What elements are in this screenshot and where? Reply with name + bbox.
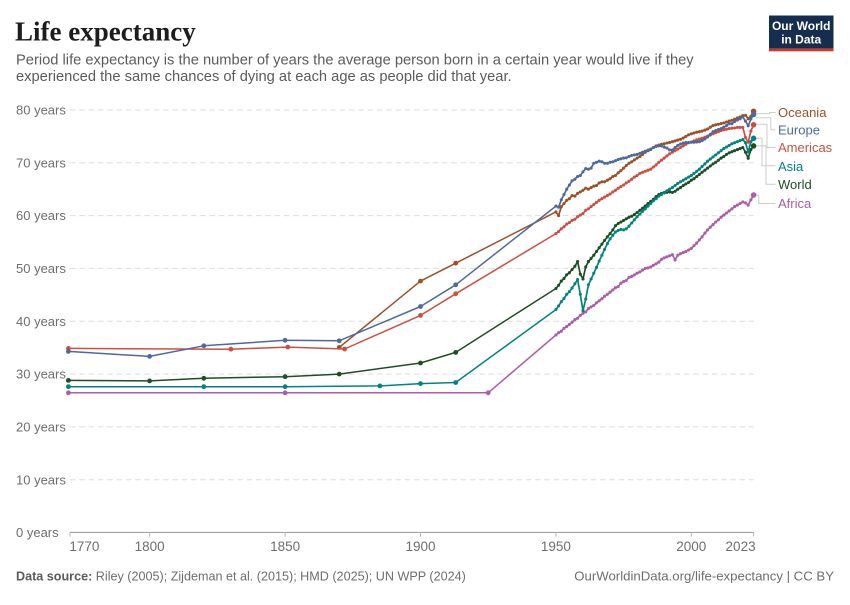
svg-text:1950: 1950 — [541, 539, 571, 554]
svg-text:OurWorldinData.org/life-expect: OurWorldinData.org/life-expectancy | CC … — [574, 569, 834, 584]
svg-text:80 years: 80 years — [16, 103, 66, 118]
svg-text:1770: 1770 — [69, 539, 99, 554]
svg-text:experienced the same chances o: experienced the same chances of dying at… — [16, 69, 512, 85]
svg-text:World: World — [778, 177, 812, 192]
svg-text:Oceania: Oceania — [778, 105, 827, 120]
svg-text:Life expectancy: Life expectancy — [15, 17, 196, 47]
svg-text:10 years: 10 years — [16, 472, 66, 487]
svg-text:60 years: 60 years — [16, 208, 66, 223]
svg-text:1850: 1850 — [270, 539, 300, 554]
svg-text:Period life expectancy is the: Period life expectancy is the number of … — [16, 52, 694, 68]
svg-text:40 years: 40 years — [16, 314, 66, 329]
svg-text:2000: 2000 — [676, 539, 706, 554]
svg-text:2023: 2023 — [726, 539, 756, 554]
svg-text:Africa: Africa — [778, 196, 812, 211]
svg-text:Europe: Europe — [778, 122, 820, 137]
svg-text:0 years: 0 years — [16, 525, 59, 540]
svg-text:Data source: Riley (2005); Zij: Data source: Riley (2005); Zijdeman et a… — [16, 570, 466, 584]
svg-text:1900: 1900 — [405, 539, 435, 554]
svg-text:in Data: in Data — [781, 32, 821, 46]
svg-text:70 years: 70 years — [16, 155, 66, 170]
svg-text:Americas: Americas — [778, 140, 833, 155]
svg-text:30 years: 30 years — [16, 367, 66, 382]
svg-text:Asia: Asia — [778, 159, 804, 174]
svg-text:50 years: 50 years — [16, 261, 66, 276]
svg-text:20 years: 20 years — [16, 420, 66, 435]
svg-text:1800: 1800 — [135, 539, 165, 554]
svg-text:Our World: Our World — [772, 19, 830, 33]
